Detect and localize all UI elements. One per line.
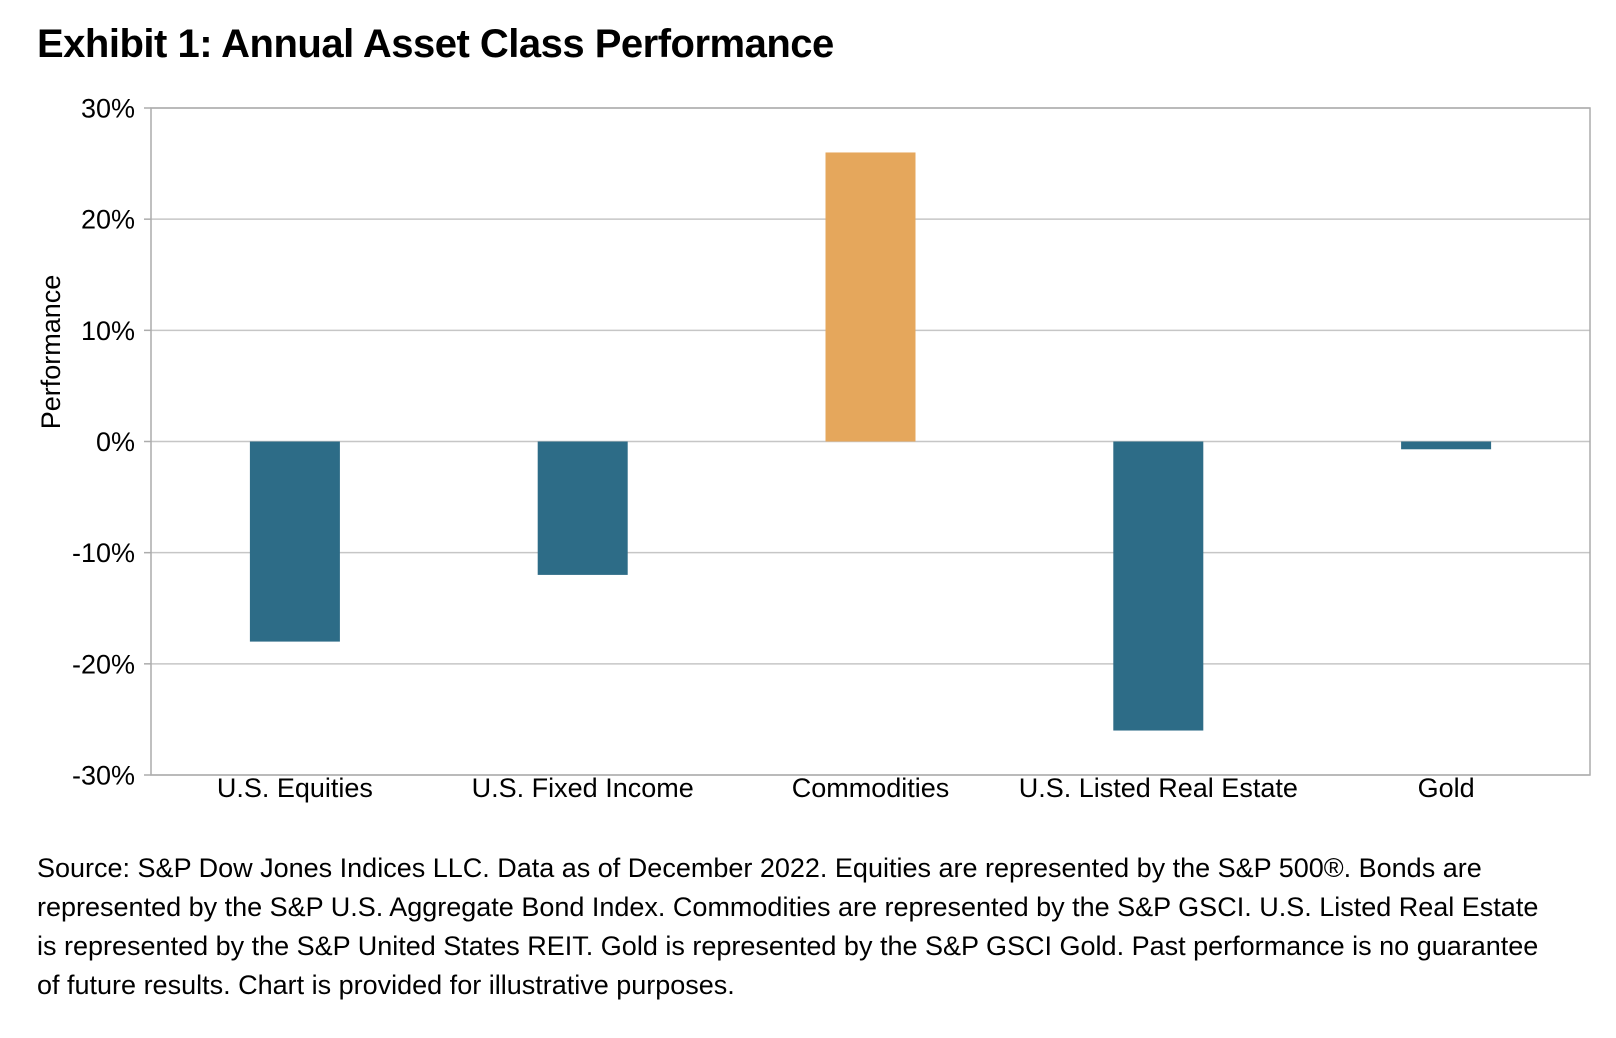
y-tick-label: -20% <box>72 649 135 679</box>
bar <box>249 441 340 642</box>
y-axis-title: Performance <box>36 275 66 430</box>
x-category-label: Commodities <box>792 773 950 803</box>
source-note: Source: S&P Dow Jones Indices LLC. Data … <box>37 853 1539 1000</box>
y-tick-label: -30% <box>72 760 135 790</box>
x-category-label: U.S. Listed Real Estate <box>1019 773 1298 803</box>
bar <box>1113 441 1204 731</box>
y-tick-label: 0% <box>96 427 135 457</box>
bar-chart-canvas: 30% 20% 10% 0% -10% -20% -30% Performance U.S. E… <box>36 93 1591 803</box>
x-category-label: U.S. Fixed Income <box>472 773 694 803</box>
bar-chart: 30% 20% 10% 0% -10% -20% -30% Performance U.S. E… <box>0 90 1616 810</box>
y-tick-label: 10% <box>81 316 135 346</box>
bar <box>1401 441 1492 450</box>
chart-title: Exhibit 1: Annual Asset Class Performanc… <box>37 22 834 66</box>
y-tick-label: -10% <box>72 538 135 568</box>
plot-border <box>150 107 1591 776</box>
y-tick-label: 30% <box>81 93 135 123</box>
bar <box>825 152 916 442</box>
x-category-label: Gold <box>1418 773 1475 803</box>
y-tick-label: 20% <box>81 205 135 235</box>
x-category-label: U.S. Equities <box>217 773 373 803</box>
bar <box>537 441 628 575</box>
